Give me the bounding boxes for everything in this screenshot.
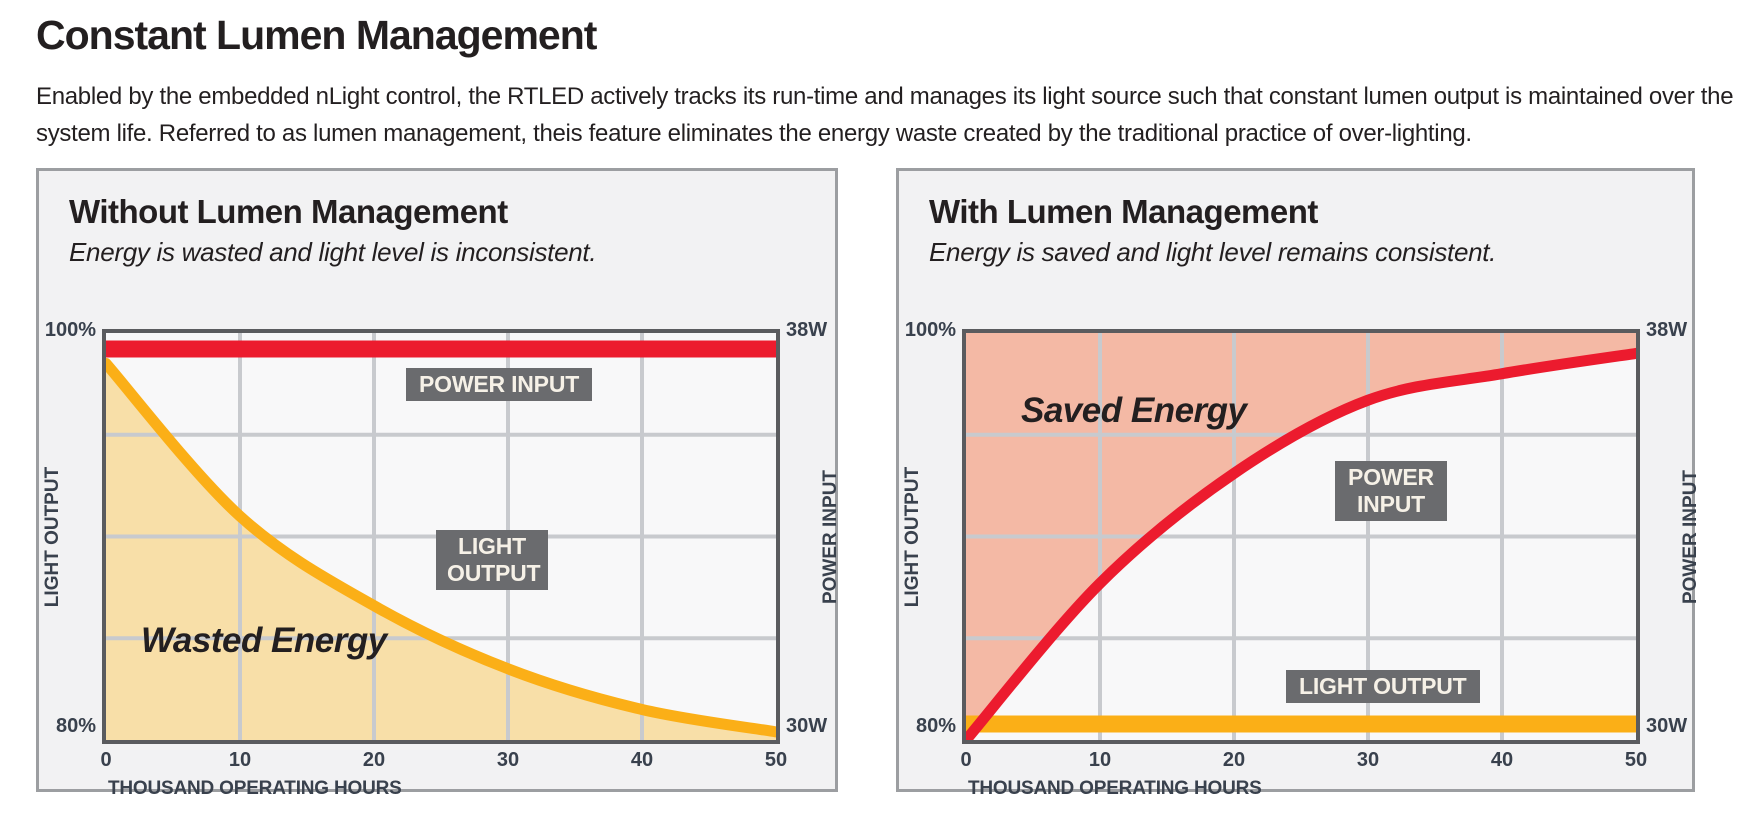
- chart-canvas: [106, 333, 776, 740]
- panel-title: Without Lumen Management: [69, 193, 508, 230]
- y-axis-tick-38w: 38W: [786, 319, 828, 341]
- x-tick-label: 40: [630, 749, 654, 771]
- x-axis-label: THOUSAND OPERATING HOURS: [968, 778, 1262, 799]
- y-axis-tick-100: 100%: [904, 319, 956, 341]
- y-axis-tick-30w: 30W: [786, 715, 828, 737]
- x-tick-label: 0: [100, 749, 112, 771]
- x-tick-label: 20: [362, 749, 386, 771]
- panel-subtitle: Energy is wasted and light level is inco…: [69, 237, 597, 267]
- y-axis-tick-38w: 38W: [1646, 319, 1688, 341]
- x-tick-label: 10: [228, 749, 252, 771]
- panel-subtitle: Energy is saved and light level remains …: [929, 237, 1497, 267]
- x-tick-label: 10: [1088, 749, 1112, 771]
- x-tick-label: 20: [1222, 749, 1246, 771]
- y-axis-tick-100: 100%: [44, 319, 96, 341]
- x-tick-label: 30: [1356, 749, 1380, 771]
- y-axis-label-power-input: POWER INPUT: [1680, 469, 1701, 604]
- area-fill-light-output: [106, 363, 776, 740]
- x-tick-label: 50: [1624, 749, 1648, 771]
- x-tick-label: 40: [1490, 749, 1514, 771]
- y-axis-tick-80: 80%: [915, 715, 956, 737]
- series-power-input: [966, 347, 1636, 740]
- page-description: Enabled by the embedded nLight control, …: [36, 83, 1734, 147]
- panel-with-lumen-management: With Lumen Management Energy is saved an…: [896, 168, 1701, 799]
- wasted-energy-label: Wasted Energy: [141, 621, 387, 660]
- power-input-legend-badge: POWER INPUT: [406, 368, 593, 401]
- power-input-legend-badge: POWER INPUT: [1335, 461, 1447, 521]
- panel-without-lumen-management: Without Lumen Management Energy is waste…: [36, 168, 841, 799]
- y-axis-tick-30w: 30W: [1646, 715, 1688, 737]
- light-output-legend-badge: LIGHT OUTPUT: [436, 530, 548, 590]
- x-tick-label: 30: [496, 749, 520, 771]
- x-tick-label: 0: [960, 749, 972, 771]
- saved-energy-label: Saved Energy: [1021, 391, 1247, 430]
- page-title: Constant Lumen Management: [36, 12, 597, 58]
- y-axis-label-light-output: LIGHT OUTPUT: [902, 466, 923, 607]
- y-axis-label-light-output: LIGHT OUTPUT: [42, 466, 63, 607]
- light-output-legend-badge: LIGHT OUTPUT: [1286, 670, 1480, 703]
- y-axis-tick-80: 80%: [55, 715, 96, 737]
- x-tick-label: 50: [764, 749, 788, 771]
- x-axis-label: THOUSAND OPERATING HOURS: [108, 778, 402, 799]
- series-light-output: [106, 358, 776, 738]
- y-axis-label-power-input: POWER INPUT: [820, 469, 841, 604]
- panel-title: With Lumen Management: [929, 193, 1318, 230]
- chart-plot-area: 100% 80% 38W 30W LIGHT OUTPUT POWER INPU…: [902, 319, 1701, 799]
- chart-plot-area: 100% 80% 38W 30W LIGHT OUTPUT POWER INPU…: [42, 319, 841, 799]
